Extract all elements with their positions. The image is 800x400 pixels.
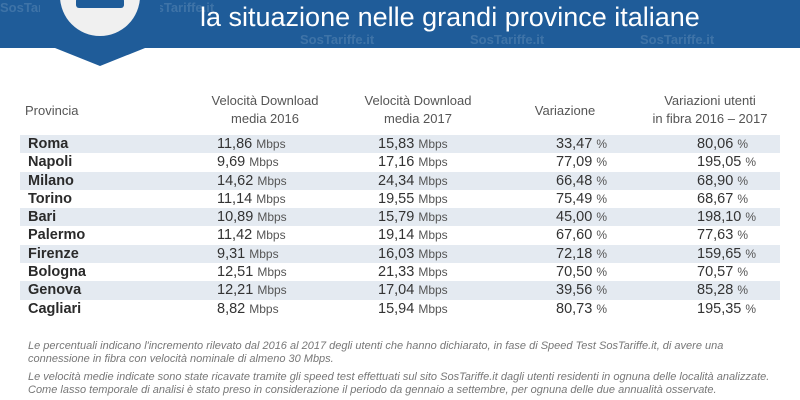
cell-dl2016: 14,62 Mbps bbox=[217, 172, 287, 189]
cell-dl2017: 17,16 Mbps bbox=[378, 154, 448, 171]
cell-provincia: Milano bbox=[28, 172, 74, 189]
cell-dl2016: 11,86 Mbps bbox=[217, 136, 286, 152]
footnote-2: Le velocità medie indicate sono state ri… bbox=[28, 371, 770, 396]
header-variazione: Variazione bbox=[534, 103, 596, 118]
cell-variazione: 75,49 % bbox=[556, 190, 607, 207]
cell-fibra: 80,06 % bbox=[697, 136, 748, 152]
cell-provincia: Roma bbox=[28, 136, 69, 152]
watermark: SosTariffe.it bbox=[470, 32, 545, 47]
cell-fibra: 159,65 % bbox=[697, 245, 757, 262]
cell-provincia: Genova bbox=[28, 282, 82, 299]
cell-dl2017: 19,14 Mbps bbox=[378, 227, 448, 244]
watermark: SosTariffe.it bbox=[300, 32, 375, 47]
cell-provincia: Bologna bbox=[28, 264, 86, 281]
cell-fibra: 68,90 % bbox=[697, 172, 748, 189]
table-row: Bologna 12,51 Mbps 21,33 Mbps 70,50 % 70,57 … bbox=[20, 263, 780, 281]
cell-dl2016: 9,31 Mbps bbox=[217, 245, 279, 262]
cell-variazione: 70,50 % bbox=[556, 264, 607, 281]
table-header: Provincia Velocità Download media 2016 V… bbox=[20, 92, 780, 132]
cell-dl2016: 10,89 Mbps bbox=[217, 209, 287, 226]
cell-variazione: 66,48 % bbox=[556, 172, 607, 189]
cell-fibra: 85,28 % bbox=[697, 282, 748, 299]
cell-dl2017: 15,94 Mbps bbox=[378, 300, 448, 317]
cell-dl2016: 12,21 Mbps bbox=[217, 282, 287, 299]
cell-provincia: Firenze bbox=[28, 245, 79, 262]
cell-dl2016: 8,82 Mbps bbox=[217, 300, 279, 317]
header-download-2016: Velocità Download media 2016 bbox=[211, 93, 319, 126]
table-body: Roma 11,86 Mbps 15,83 Mbps 33,47 % 80,06 % Na… bbox=[20, 135, 780, 318]
cell-provincia: Cagliari bbox=[28, 300, 82, 317]
cell-variazione: 67,60 % bbox=[556, 227, 607, 244]
cell-fibra: 68,67 % bbox=[697, 190, 748, 207]
data-table: Provincia Velocità Download media 2016 V… bbox=[20, 92, 780, 318]
cell-provincia: Bari bbox=[28, 209, 57, 226]
table-row: Firenze 9,31 Mbps 16,03 Mbps 72,18 % 159,65 … bbox=[20, 244, 780, 264]
header-variazione-fibra: Variazioni utenti in fibra 2016 – 2017 bbox=[652, 93, 768, 126]
table-row: Cagliari 8,82 Mbps 15,94 Mbps 80,73 % 195,35… bbox=[20, 300, 780, 318]
cell-variazione: 77,09 % bbox=[556, 154, 607, 171]
table-row: Torino 11,14 Mbps 19,55 Mbps 75,49 % 68,67 % bbox=[20, 190, 780, 208]
cell-dl2016: 11,42 Mbps bbox=[217, 227, 286, 244]
watermark: SosTariffe.it bbox=[640, 32, 715, 47]
header-provincia: Provincia bbox=[25, 103, 79, 118]
cell-fibra: 198,10 % bbox=[697, 209, 757, 226]
table-row: Bari 10,89 Mbps 15,79 Mbps 45,00 % 198,10 % bbox=[20, 208, 780, 227]
cell-dl2017: 24,34 Mbps bbox=[378, 172, 448, 189]
cell-fibra: 77,63 % bbox=[697, 227, 748, 244]
header-download-2017: Velocità Download media 2017 bbox=[364, 93, 472, 126]
cell-variazione: 39,56 % bbox=[556, 282, 607, 299]
cell-dl2017: 17,04 Mbps bbox=[378, 282, 448, 299]
cell-dl2016: 9,69 Mbps bbox=[217, 154, 279, 171]
cell-dl2017: 15,83 Mbps bbox=[378, 136, 448, 152]
cell-provincia: Napoli bbox=[28, 154, 73, 171]
cell-dl2017: 15,79 Mbps bbox=[378, 209, 448, 226]
cell-provincia: Torino bbox=[28, 190, 73, 207]
cell-dl2017: 16,03 Mbps bbox=[378, 245, 448, 262]
cell-dl2016: 11,14 Mbps bbox=[217, 190, 286, 207]
footnotes: Le percentuali indicano l'incremento ril… bbox=[28, 340, 778, 400]
table-row: Napoli 9,69 Mbps 17,16 Mbps 77,09 % 195,05 % bbox=[20, 153, 780, 171]
table-row: Roma 11,86 Mbps 15,83 Mbps 33,47 % 80,06 % bbox=[20, 135, 780, 154]
cell-variazione: 80,73 % bbox=[556, 300, 607, 317]
cell-dl2016: 12,51 Mbps bbox=[217, 264, 287, 281]
cell-variazione: 45,00 % bbox=[556, 209, 607, 226]
cell-provincia: Palermo bbox=[28, 227, 86, 244]
cell-fibra: 195,05 % bbox=[697, 154, 757, 171]
table-row: Palermo 11,42 Mbps 19,14 Mbps 67,60 % 77,63 … bbox=[20, 226, 780, 244]
table-row: Milano 14,62 Mbps 24,34 Mbps 66,48 % 68,90 % bbox=[20, 171, 780, 190]
table-row: Genova 12,21 Mbps 17,04 Mbps 39,56 % 85,28 % bbox=[20, 281, 780, 300]
footnote-1: Le percentuali indicano l'incremento ril… bbox=[28, 340, 724, 365]
page-title: la situazione nelle grandi province ital… bbox=[200, 2, 700, 32]
cell-variazione: 33,47 % bbox=[556, 136, 607, 152]
cell-variazione: 72,18 % bbox=[556, 245, 607, 262]
cell-fibra: 195,35 % bbox=[697, 300, 757, 317]
logo-badge bbox=[40, 0, 160, 66]
cell-dl2017: 19,55 Mbps bbox=[378, 190, 448, 207]
cell-fibra: 70,57 % bbox=[697, 264, 748, 281]
cell-dl2017: 21,33 Mbps bbox=[378, 264, 448, 281]
